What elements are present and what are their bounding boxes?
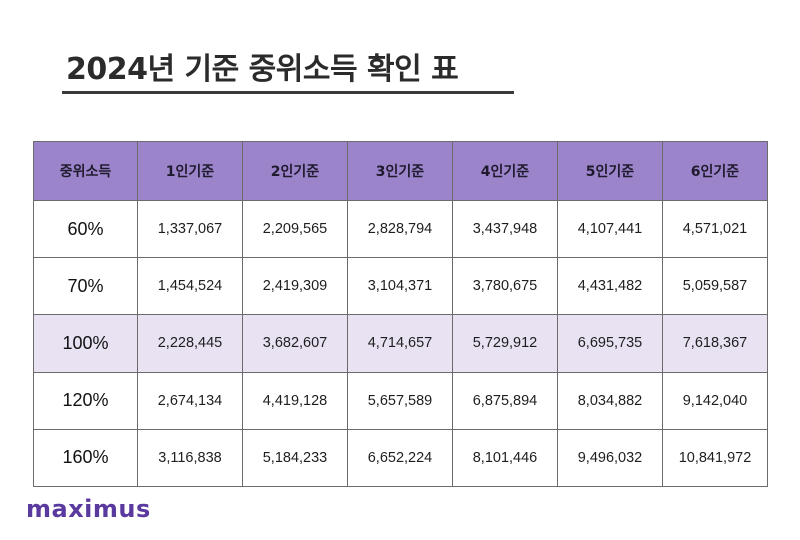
row-percent-label: 160%: [33, 428, 138, 488]
table-cell: 8,101,446: [452, 428, 558, 488]
table-cell: 7,618,367: [662, 314, 768, 373]
table-cell: 4,571,021: [662, 199, 768, 259]
table-cell: 2,674,134: [137, 371, 243, 430]
table-cell: 1,337,067: [137, 199, 243, 259]
table-cell: 6,875,894: [452, 371, 558, 430]
table-cell: 5,184,233: [242, 428, 348, 488]
table-cell: 2,828,794: [347, 199, 453, 259]
table-cell: 1,454,524: [137, 257, 243, 316]
table-cell: 4,714,657: [347, 314, 453, 373]
table-cell: 2,209,565: [242, 199, 348, 259]
header-1-person: 1인기준: [137, 141, 243, 201]
table-cell: 3,104,371: [347, 257, 453, 316]
table-cell: 3,116,838: [137, 428, 243, 488]
table-cell: 4,419,128: [242, 371, 348, 430]
row-percent-label: 100%: [33, 314, 138, 373]
table-cell: 2,228,445: [137, 314, 243, 373]
header-5-person: 5인기준: [557, 141, 663, 201]
table-header-row: 중위소득 1인기준 2인기준 3인기준 4인기준 5인기준 6인기준: [33, 141, 768, 201]
row-percent-label: 70%: [33, 257, 138, 316]
page-title: 2024년 기준 중위소득 확인 표: [66, 52, 459, 87]
table-cell: 3,682,607: [242, 314, 348, 373]
table-cell: 9,142,040: [662, 371, 768, 430]
header-6-person: 6인기준: [662, 141, 768, 201]
table-cell: 3,437,948: [452, 199, 558, 259]
table-cell: 5,729,912: [452, 314, 558, 373]
table-cell: 10,841,972: [662, 428, 768, 488]
table-row-highlighted: 100% 2,228,445 3,682,607 4,714,657 5,729…: [33, 314, 768, 373]
header-4-person: 4인기준: [452, 141, 558, 201]
maximus-logo: maximus: [26, 495, 151, 523]
table-row: 120% 2,674,134 4,419,128 5,657,589 6,875…: [33, 371, 768, 430]
header-2-person: 2인기준: [242, 141, 348, 201]
table-row: 70% 1,454,524 2,419,309 3,104,371 3,780,…: [33, 257, 768, 316]
header-3-person: 3인기준: [347, 141, 453, 201]
table-cell: 9,496,032: [557, 428, 663, 488]
table-row: 60% 1,337,067 2,209,565 2,828,794 3,437,…: [33, 199, 768, 259]
table-cell: 6,652,224: [347, 428, 453, 488]
table-cell: 3,780,675: [452, 257, 558, 316]
row-percent-label: 120%: [33, 371, 138, 430]
table-cell: 2,419,309: [242, 257, 348, 316]
table-cell: 8,034,882: [557, 371, 663, 430]
table-cell: 4,431,482: [557, 257, 663, 316]
header-median-income: 중위소득: [33, 141, 138, 201]
table-row: 160% 3,116,838 5,184,233 6,652,224 8,101…: [33, 428, 768, 488]
table-cell: 5,059,587: [662, 257, 768, 316]
table-cell: 5,657,589: [347, 371, 453, 430]
table-cell: 4,107,441: [557, 199, 663, 259]
median-income-table: 중위소득 1인기준 2인기준 3인기준 4인기준 5인기준 6인기준 60% 1…: [33, 141, 768, 488]
table-cell: 6,695,735: [557, 314, 663, 373]
title-underline: [62, 91, 514, 94]
row-percent-label: 60%: [33, 199, 138, 259]
